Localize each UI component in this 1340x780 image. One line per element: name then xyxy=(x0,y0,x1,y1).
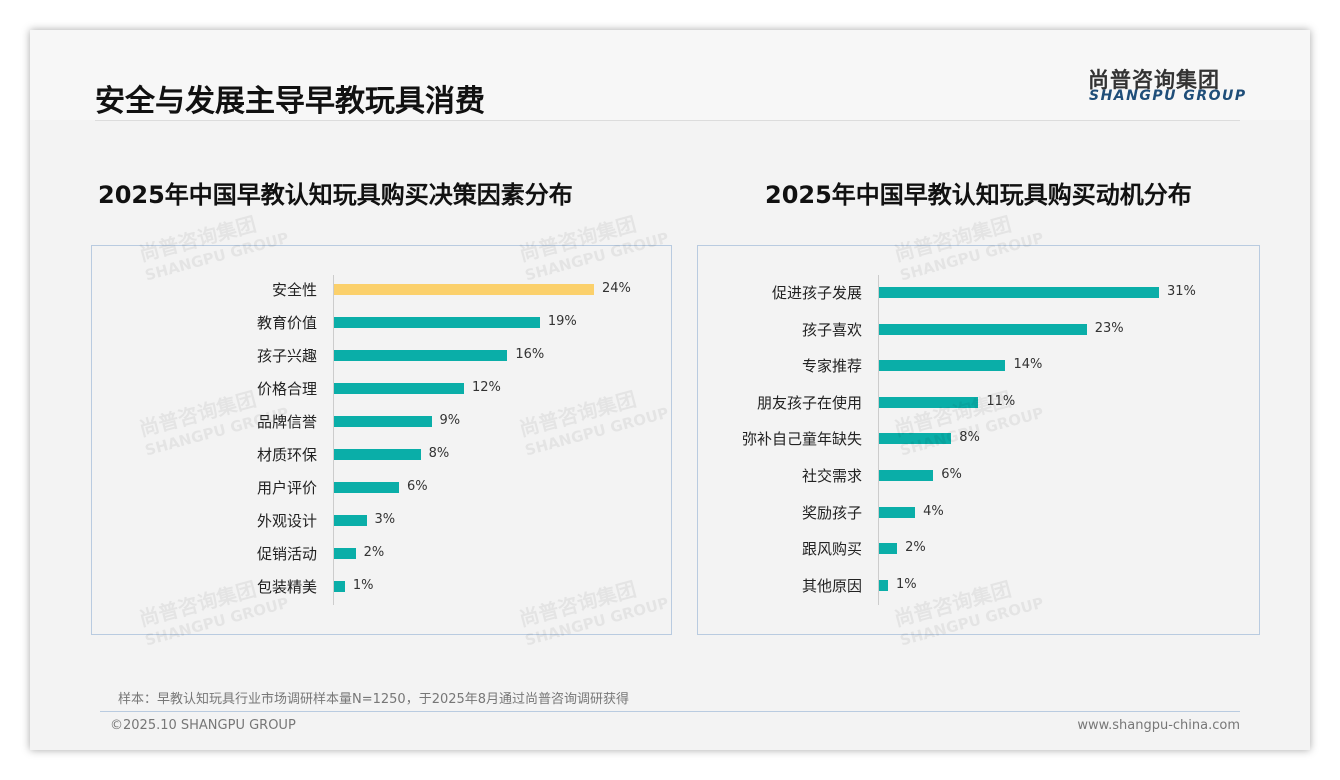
bar xyxy=(334,383,464,394)
category-label: 安全性 xyxy=(271,281,317,299)
category-label: 奖励孩子 xyxy=(801,503,862,522)
data-label: 8% xyxy=(959,430,980,446)
bar xyxy=(334,449,421,460)
data-label: 2% xyxy=(363,545,385,560)
footer-divider xyxy=(100,711,1240,712)
data-label: 16% xyxy=(515,347,545,362)
header xyxy=(30,30,1310,120)
bar xyxy=(334,416,432,427)
data-label: 11% xyxy=(986,393,1016,409)
bar xyxy=(879,396,979,408)
category-label: 促销活动 xyxy=(256,545,317,563)
bar xyxy=(334,548,356,559)
bar xyxy=(879,360,1006,372)
category-label: 包装精美 xyxy=(256,578,317,596)
data-label: 24% xyxy=(602,281,631,296)
data-label: 4% xyxy=(923,503,944,519)
bar xyxy=(334,284,594,295)
data-label: 23% xyxy=(1094,320,1124,336)
data-label: 31% xyxy=(1167,284,1196,299)
bar xyxy=(879,579,889,591)
bar xyxy=(334,515,367,526)
logo-text-cn: 尚普咨询集团 xyxy=(1088,68,1220,92)
slide: 安全与发展主导早教玩具消费 尚普咨询集团 SHANGPU GROUP 2025年… xyxy=(30,30,1310,750)
data-label: 2% xyxy=(905,540,926,556)
bar xyxy=(334,317,540,328)
data-label: 6% xyxy=(941,467,962,482)
bar xyxy=(334,350,508,361)
category-label: 价格合理 xyxy=(256,380,317,398)
category-label: 社交需求 xyxy=(801,467,862,485)
bar xyxy=(879,470,934,481)
data-label: 9% xyxy=(439,413,461,428)
copyright: ©2025.10 SHANGPU GROUP xyxy=(110,718,296,733)
bar xyxy=(879,543,898,555)
category-label: 其他原因 xyxy=(801,576,862,595)
chart-panel-right xyxy=(697,245,1260,635)
category-label: 跟风购买 xyxy=(801,540,862,559)
category-label: 弥补自己童年缺失 xyxy=(741,430,862,449)
bar xyxy=(879,433,952,445)
data-label: 14% xyxy=(1013,357,1043,373)
data-label: 3% xyxy=(374,512,396,527)
chart-title-right: 2025年中国早教认知玩具购买动机分布 xyxy=(765,181,1192,209)
data-label: 8% xyxy=(428,446,450,461)
category-label: 专家推荐 xyxy=(801,357,862,376)
page-title: 安全与发展主导早教玩具消费 xyxy=(95,84,485,119)
y-axis-line xyxy=(878,275,879,605)
bar xyxy=(879,323,1087,335)
category-label: 品牌信誉 xyxy=(256,413,317,431)
data-label: 6% xyxy=(407,479,428,494)
category-label: 外观设计 xyxy=(256,512,317,530)
data-label: 1% xyxy=(352,578,374,593)
bar xyxy=(334,581,345,592)
category-label: 用户评价 xyxy=(256,479,317,497)
data-label: 19% xyxy=(547,314,577,329)
category-label: 材质环保 xyxy=(256,446,317,464)
data-label: 1% xyxy=(896,576,917,592)
header-divider xyxy=(95,120,1240,121)
bar xyxy=(334,482,399,493)
data-label: 12% xyxy=(472,380,501,395)
bar xyxy=(879,287,1159,298)
logo-text-en: SHANGPU GROUP xyxy=(1089,88,1247,104)
category-label: 教育价值 xyxy=(256,314,317,332)
chart-title-left: 2025年中国早教认知玩具购买决策因素分布 xyxy=(98,181,573,209)
category-label: 孩子兴趣 xyxy=(256,347,317,365)
y-axis-line xyxy=(333,275,334,605)
website-link[interactable]: www.shangpu-china.com xyxy=(1077,718,1240,733)
bar xyxy=(879,506,916,518)
chart-panel-left xyxy=(91,245,672,635)
category-label: 促进孩子发展 xyxy=(771,284,862,302)
sample-note: 样本：早教认知玩具行业市场调研样本量N=1250，于2025年8月通过尚普咨询调… xyxy=(118,692,630,707)
category-label: 朋友孩子在使用 xyxy=(756,393,862,412)
category-label: 孩子喜欢 xyxy=(801,320,862,339)
